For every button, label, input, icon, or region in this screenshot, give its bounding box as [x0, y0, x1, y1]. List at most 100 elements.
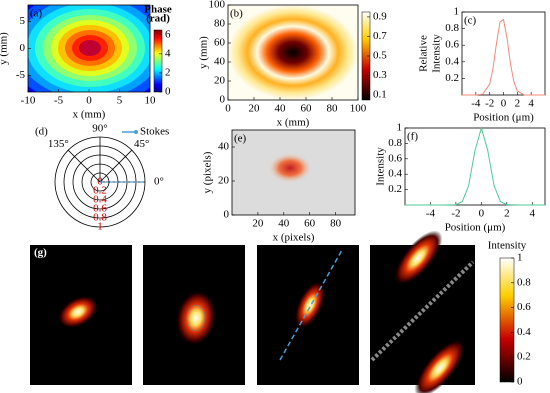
y-tick-label: 60: [214, 37, 226, 49]
y-axis-label: y (pixels): [202, 151, 214, 193]
x-tick-label: -2: [485, 98, 494, 110]
y-tick-label: -5: [16, 69, 26, 81]
x-tick-label: 2: [515, 98, 521, 110]
y-tick-label: 0: [224, 209, 230, 221]
angle-tick-label: 135°: [48, 138, 69, 150]
x-tick-label: 5: [117, 95, 123, 107]
x-tick-label: 0: [479, 208, 485, 220]
angle-grid: [99, 149, 133, 183]
y-tick-label: 0.6: [388, 152, 402, 164]
y-tick-label: 20: [218, 175, 230, 187]
colorbar-tick-label: 0: [165, 86, 171, 98]
y-tick-label: 0.2: [388, 183, 402, 195]
y-axis-label: y (mm): [0, 32, 10, 65]
x-axis-label: x (pixels): [273, 232, 315, 244]
x-axis-label: Position (μm): [473, 112, 534, 124]
colorbar: [499, 257, 515, 383]
colorbar-tick-label: 1: [517, 252, 523, 264]
colorbar-tick-label: 0.6: [517, 301, 531, 313]
panel-label: (e): [234, 133, 247, 145]
intensity-map: [228, 5, 358, 100]
y-tick-label: 0.8: [445, 22, 459, 34]
y-tick-label: 40: [214, 56, 226, 68]
x-tick-label: 60: [301, 103, 313, 115]
x-axis-label: x (mm): [73, 109, 106, 121]
x-tick-label: 60: [304, 218, 316, 230]
x-tick-label: 2: [504, 208, 510, 220]
x-tick-label: 100: [350, 103, 367, 115]
x-tick-label: -2: [451, 208, 460, 220]
colorbar-title: Intensity: [488, 240, 527, 252]
plot-frame: [227, 4, 359, 101]
y-tick-label: 5: [20, 15, 26, 27]
colorbar-tick-label: 0.5: [373, 50, 387, 62]
r-tick-label: 1: [97, 221, 103, 233]
colorbar-tick-label: 0.7: [373, 30, 387, 42]
x-tick-label: -10: [21, 95, 36, 107]
colorbar-title: Phase: [144, 4, 172, 16]
y-tick-label: 0.2: [445, 72, 459, 84]
x-tick-label: 4: [528, 98, 534, 110]
panel-label: (a): [30, 8, 43, 20]
panel-label: (c): [464, 15, 477, 27]
x-tick-label: 0: [86, 95, 92, 107]
colorbar-tick-label: 0.3: [373, 69, 387, 81]
colorbar-tick-label: 4: [165, 47, 171, 59]
y-axis-label: Intensity: [375, 147, 387, 186]
y-axis-label: Intensity: [431, 34, 443, 73]
r-tick-label: 0.4: [93, 194, 107, 206]
line: [462, 18, 545, 96]
x-tick-label: 0: [501, 98, 507, 110]
plot-frame: [404, 127, 546, 206]
angle-grid: [67, 149, 101, 183]
y-tick-label: 20: [214, 75, 226, 87]
r-tick-label: 0.6: [93, 203, 107, 215]
line: [405, 126, 545, 206]
y-tick-label: 1: [454, 6, 460, 18]
angle-tick-label: 0°: [154, 176, 164, 188]
angle-tick-label: 90°: [92, 123, 107, 135]
panel-label: (b): [230, 8, 243, 20]
spot: [268, 153, 312, 183]
y-axis-label: Relative: [418, 35, 430, 72]
colorbar-tick-label: 0.4: [517, 326, 531, 338]
colorbar-tick-label: 0.9: [373, 10, 387, 22]
y-tick-label: 0.4: [445, 55, 459, 67]
plot-frame: [231, 129, 356, 216]
image-row: [30, 230, 475, 393]
phase-map: [28, 5, 150, 92]
x-tick-label: -4: [471, 98, 481, 110]
x-tick-label: 20: [249, 103, 261, 115]
panel-label: (g): [34, 247, 47, 259]
x-tick-label: -5: [54, 95, 64, 107]
panel-label: (d): [35, 126, 48, 138]
x-tick-label: 80: [330, 218, 342, 230]
x-tick-label: -4: [426, 208, 436, 220]
x-tick-label: 20: [252, 218, 264, 230]
x-tick-label: 40: [278, 218, 290, 230]
x-axis-label: x (mm): [277, 117, 310, 129]
y-tick-label: 0: [220, 94, 226, 106]
colorbar-tick-label: 6: [165, 28, 171, 40]
legend-label: Stokes: [140, 126, 169, 138]
x-tick-label: 80: [327, 103, 339, 115]
r-tick-label: 0.2: [93, 185, 107, 197]
y-axis-label: y (mm): [198, 36, 210, 69]
y-tick-label: 0.8: [388, 137, 402, 149]
legend-marker: [134, 130, 138, 134]
colorbar-tick-label: 0: [517, 376, 523, 388]
colorbar-tick-label: 0.2: [517, 351, 531, 363]
y-tick-label: 80: [214, 18, 226, 30]
colorbar-tick-label: 0.8: [517, 276, 531, 288]
panel-label: (f): [407, 131, 418, 143]
y-tick-label: 0.4: [388, 168, 402, 180]
x-tick-label: 4: [530, 208, 536, 220]
x-tick-label: 10: [145, 95, 157, 107]
colorbar-title: (rad): [146, 13, 170, 25]
colorbar-tick-label: 2: [165, 66, 171, 78]
colorbar: [153, 29, 163, 93]
y-tick-label: 0: [20, 42, 26, 54]
y-tick-label: 0.6: [445, 39, 459, 51]
x-tick-label: 0: [225, 103, 231, 115]
